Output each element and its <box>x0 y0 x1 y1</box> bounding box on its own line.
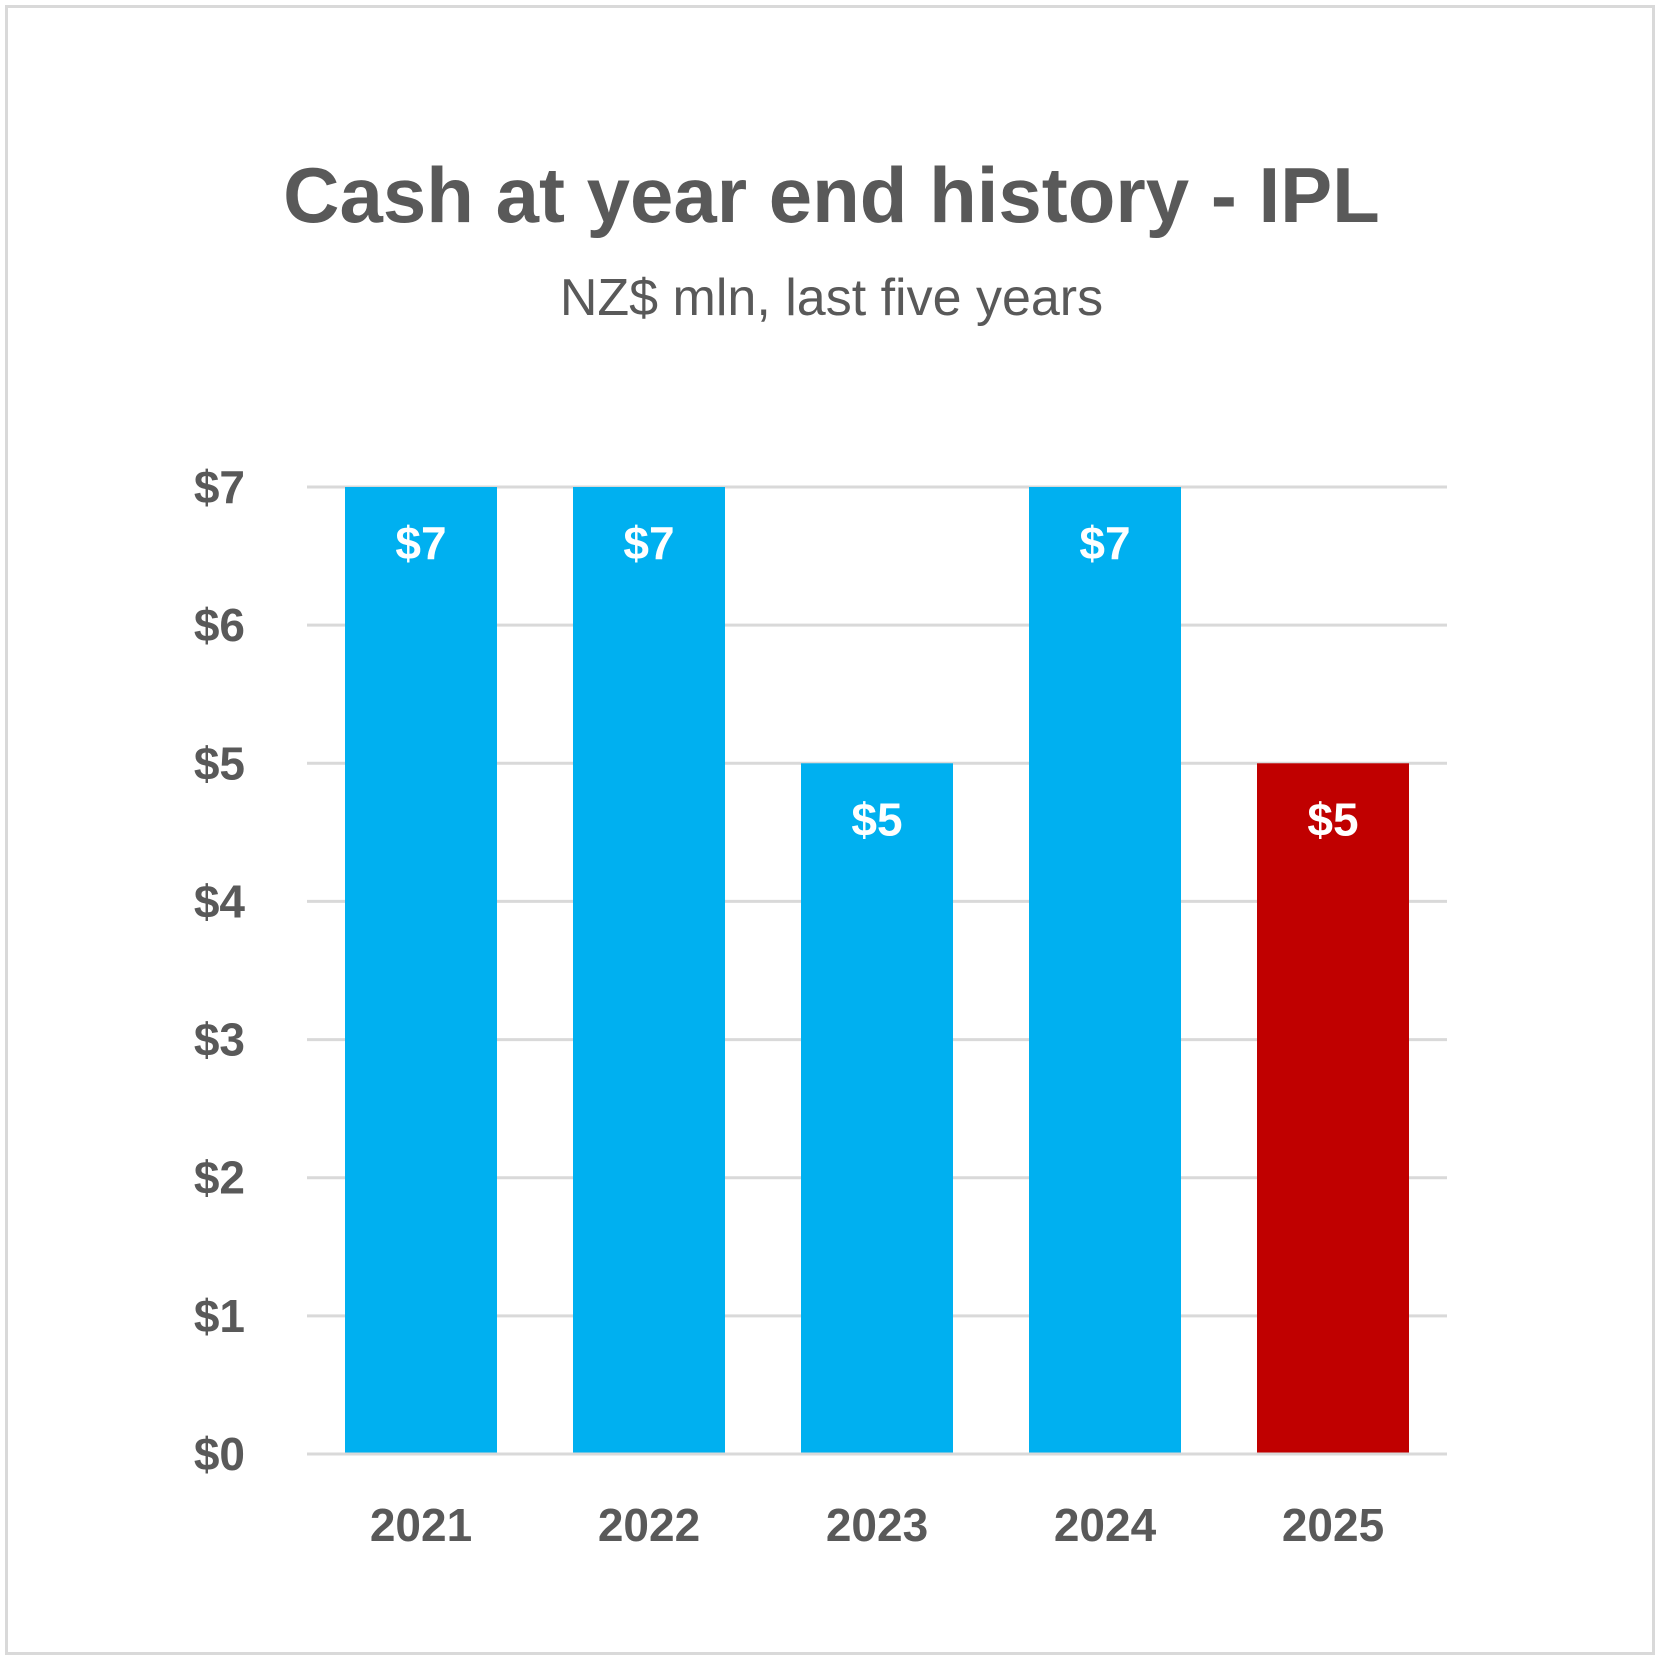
data-label: $7 <box>1079 517 1130 569</box>
bar-2025 <box>1257 763 1409 1454</box>
data-label: $7 <box>623 517 674 569</box>
bar-2022 <box>573 487 725 1454</box>
chart-title: Cash at year end history - IPL <box>283 151 1380 239</box>
bar-2023 <box>801 763 953 1454</box>
bar-2024 <box>1029 487 1181 1454</box>
x-tick-label: 2022 <box>598 1499 700 1551</box>
y-tick-label: $7 <box>194 461 245 513</box>
x-tick-label: 2021 <box>370 1499 472 1551</box>
data-label: $7 <box>395 517 446 569</box>
x-tick-label: 2025 <box>1282 1499 1384 1551</box>
data-label: $5 <box>851 793 902 845</box>
chart-subtitle: NZ$ mln, last five years <box>559 269 1104 327</box>
y-tick-label: $4 <box>194 875 246 927</box>
y-tick-label: $2 <box>194 1152 245 1204</box>
y-tick-label: $3 <box>194 1014 245 1066</box>
x-tick-label: 2023 <box>826 1499 928 1551</box>
chart-frame <box>5 5 1655 1655</box>
bar-2021 <box>345 487 497 1454</box>
x-tick-label: 2024 <box>1054 1499 1157 1551</box>
data-label: $5 <box>1307 793 1358 845</box>
y-tick-label: $5 <box>194 737 245 789</box>
y-tick-label: $1 <box>194 1290 245 1342</box>
y-tick-label: $0 <box>194 1428 245 1480</box>
y-tick-label: $6 <box>194 599 245 651</box>
